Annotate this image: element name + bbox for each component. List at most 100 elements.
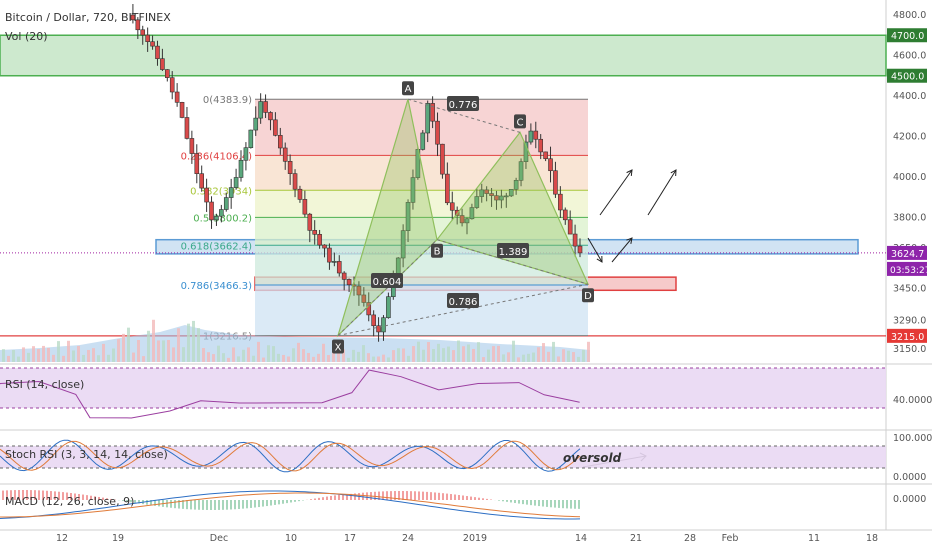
- volume-bar: [42, 345, 45, 362]
- macd-histogram-bar: [526, 500, 528, 505]
- volume-bar: [387, 357, 390, 362]
- macd-histogram-bar: [42, 490, 44, 500]
- macd-histogram-bar: [2, 490, 4, 500]
- volume-bar: [422, 349, 425, 362]
- macd-histogram-bar: [106, 498, 108, 500]
- volume-bar: [562, 349, 565, 362]
- macd-histogram-bar: [286, 500, 288, 504]
- projection-arrow-1: [611, 237, 633, 263]
- macd-histogram-bar: [514, 500, 516, 504]
- price-axis[interactable]: 3150.03290.03450.03650.03800.04000.04200…: [887, 10, 930, 355]
- volume-bar: [297, 342, 300, 362]
- candle-body: [410, 177, 416, 203]
- volume-bars: [0, 319, 590, 362]
- volume-bar: [317, 353, 320, 362]
- candle-body: [282, 147, 288, 162]
- candle-body: [508, 188, 514, 197]
- candle-body: [307, 213, 313, 231]
- macd-histogram-bar: [322, 497, 324, 500]
- price-tick-9: 4800.0: [893, 10, 926, 21]
- candle-body: [528, 130, 534, 143]
- macd-histogram-bar: [446, 493, 448, 500]
- macd-histogram-bar: [426, 491, 428, 500]
- macd-histogram-bar: [38, 490, 40, 500]
- macd-histogram-bar: [206, 500, 208, 510]
- price-tick-6: 4200.0: [893, 131, 926, 142]
- stoch-tick-100: 100.0000: [893, 433, 932, 444]
- candle-body: [179, 102, 185, 118]
- macd-histogram-bar: [462, 495, 464, 500]
- volume-bar: [107, 354, 110, 362]
- fib-band-5: [255, 284, 588, 336]
- macd-histogram-bar: [498, 500, 500, 501]
- candle-body: [361, 294, 367, 303]
- macd-histogram-bar: [186, 500, 188, 510]
- macd-histogram-bar: [294, 500, 296, 502]
- candle-body: [327, 247, 332, 263]
- oversold-annotation: oversold: [563, 451, 622, 465]
- macd-histogram-bar: [474, 497, 476, 500]
- fib-band-4: [255, 245, 588, 285]
- macd-axis: 0.0000: [893, 494, 926, 505]
- candle-body: [518, 161, 524, 181]
- macd-histogram-bar: [46, 490, 48, 500]
- volume-bar: [452, 350, 455, 362]
- volume-bar: [582, 349, 585, 362]
- time-tick-1: 19: [112, 533, 124, 544]
- candle-body: [562, 209, 568, 221]
- macd-histogram-bar: [434, 492, 436, 500]
- volume-bar: [242, 349, 245, 362]
- macd-histogram-bar: [394, 491, 396, 500]
- volume-bar: [567, 350, 570, 362]
- macd-histogram-bar: [386, 491, 388, 500]
- macd-histogram-bar: [134, 500, 136, 503]
- volume-bar: [222, 353, 225, 362]
- macd-histogram-bar: [266, 500, 268, 507]
- fib-label-0: 0(4383.9): [203, 95, 252, 106]
- candle-body: [253, 117, 259, 131]
- volume-bar: [172, 347, 175, 362]
- candle-body: [346, 279, 352, 286]
- macd-histogram-bar: [342, 494, 344, 500]
- macd-histogram-bar: [182, 500, 184, 509]
- point-badge-a: [402, 81, 414, 96]
- macd-histogram-bar: [478, 497, 480, 500]
- macd-histogram-bar: [574, 500, 576, 509]
- volume-bar: [417, 341, 420, 362]
- candle-body: [140, 29, 146, 36]
- volume-bar: [82, 354, 85, 362]
- volume-bar: [522, 354, 525, 362]
- macd-histogram-bar: [282, 500, 284, 504]
- ratio-label-3: 0.786: [449, 297, 478, 308]
- candle-body: [297, 188, 303, 200]
- volume-bar: [397, 348, 400, 362]
- volume-bar: [72, 350, 75, 362]
- volume-bar: [402, 348, 405, 362]
- volume-bar: [277, 353, 280, 362]
- candle-body: [469, 207, 475, 220]
- time-tick-3: 10: [285, 533, 297, 544]
- volume-bar: [322, 343, 325, 362]
- stoch-band: [0, 446, 886, 468]
- macd-histogram-bar: [418, 491, 420, 500]
- macd-histogram-bar: [530, 500, 532, 506]
- time-tick-10: Feb: [722, 533, 739, 544]
- macd-histogram-bar: [54, 491, 56, 500]
- macd-histogram-bar: [78, 494, 80, 500]
- macd-histogram-bar: [542, 500, 544, 507]
- macd-histogram-bar: [554, 500, 556, 508]
- volume-bar: [187, 323, 190, 362]
- volume-bar: [312, 356, 315, 362]
- time-axis[interactable]: 12 19 Dec 10 17 24 2019 14 21 28 Feb 11 18: [56, 533, 878, 544]
- volume-bar: [472, 348, 475, 362]
- candle-body: [165, 69, 170, 78]
- macd-histogram-bar: [18, 490, 20, 500]
- candle-body: [130, 14, 136, 21]
- candle-body: [238, 159, 244, 178]
- volume-bar: [132, 352, 135, 362]
- volume-bar: [57, 341, 60, 362]
- projection-arrowhead-0: [596, 255, 603, 263]
- candle-body: [150, 41, 155, 47]
- candle-body: [174, 91, 180, 103]
- candle-body: [209, 201, 214, 221]
